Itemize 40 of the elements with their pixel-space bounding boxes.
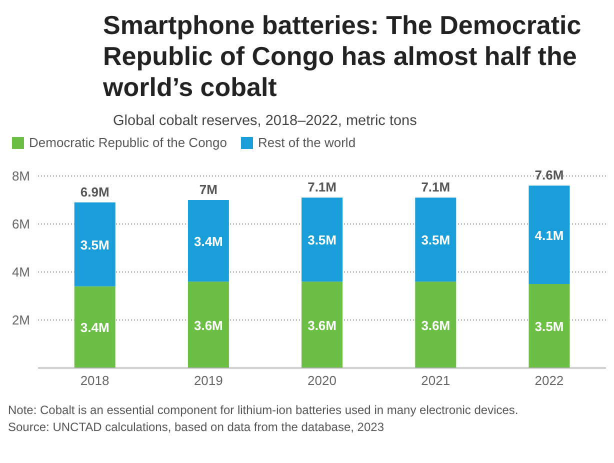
total-label: 7.1M [308,180,337,195]
bar [302,198,343,282]
data-label: 3.4M [80,320,110,336]
x-tick-label: 2020 [308,373,336,388]
data-label: 3.5M [80,237,110,252]
bar [188,282,229,368]
bar [74,286,116,368]
data-label: 3.6M [194,318,223,333]
x-tick-label: 2022 [534,373,564,388]
data-label: 3.4M [194,234,223,249]
bar [74,202,116,286]
x-tick-label: 2021 [421,373,450,388]
data-label: 3.6M [308,318,337,333]
y-tick-label: 6M [12,216,30,232]
chart-title: Smartphone batteries: The Democratic Republic of Congo has almost half the world’s cobalt [103,9,582,103]
y-tick-label: 2M [12,312,30,328]
bar [528,284,570,368]
total-label: 7M [199,182,218,197]
data-label: 3.5M [421,232,450,248]
data-label: 4.1M [534,228,564,243]
x-tick-label: 2019 [194,373,223,388]
data-label: 3.6M [421,318,450,333]
chart-subtitle: Global cobalt reserves, 2018–2022, metric tons [113,113,418,129]
legend-label: Democratic Republic of the Congo [28,135,227,150]
total-label: 7.1M [421,180,450,195]
text: Note: Cobalt is an essential component for lithium-ion batteries used in many electronic devices. [8,402,520,419]
bar [415,198,456,282]
bar [188,200,229,282]
y-tick-label: 8M [12,168,30,184]
data-label: 3.5M [308,232,337,248]
y-tick-label: 4M [12,264,30,280]
x-tick-label: 2018 [80,373,110,388]
bar [415,282,456,368]
source-note: Source: UNCTAD calculations, based on data from the database, 2023 [8,419,385,436]
total-label: 7.6M [534,168,564,183]
bar [302,282,343,368]
total-label: 6.9M [80,184,110,200]
data-label: 3.5M [534,319,564,334]
bar [528,186,570,284]
legend-label: Rest of the world [257,135,356,150]
